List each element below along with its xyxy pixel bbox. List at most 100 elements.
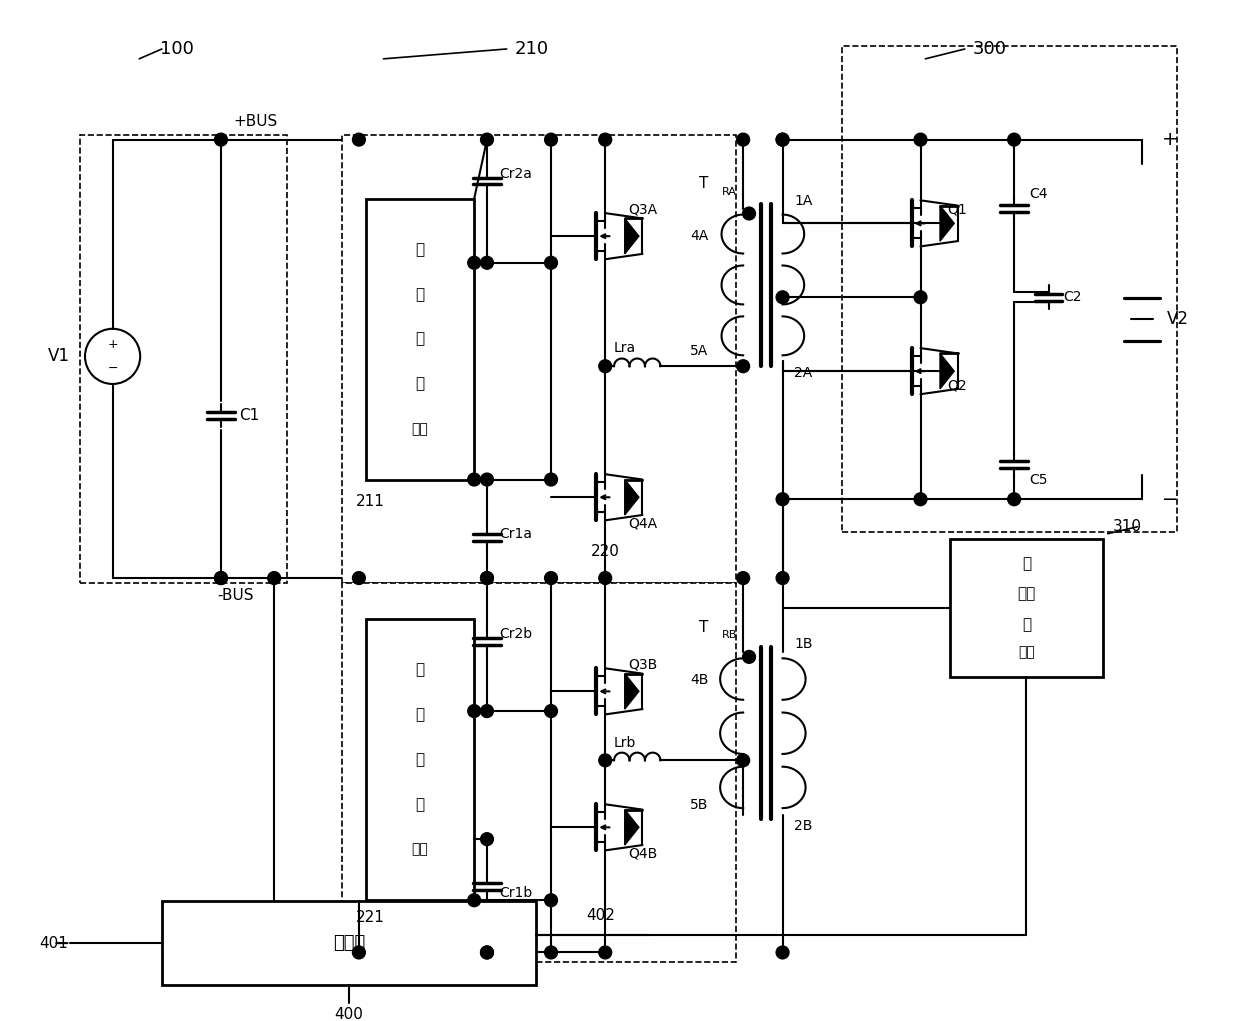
Text: +: + — [1162, 130, 1178, 149]
Circle shape — [599, 572, 611, 584]
Circle shape — [352, 946, 366, 959]
Bar — [342, 135, 737, 583]
Circle shape — [544, 946, 558, 959]
Text: Lrb: Lrb — [614, 735, 636, 749]
Text: 2A: 2A — [795, 367, 812, 380]
Circle shape — [215, 572, 227, 584]
Circle shape — [481, 133, 494, 146]
Text: 1A: 1A — [795, 194, 812, 207]
Text: RB: RB — [722, 630, 737, 640]
Text: Cr1a: Cr1a — [498, 527, 532, 541]
Text: RA: RA — [722, 187, 737, 197]
Bar — [366, 620, 474, 901]
Circle shape — [481, 256, 494, 270]
Text: Cr2b: Cr2b — [498, 627, 532, 641]
Circle shape — [467, 893, 481, 907]
Text: 驱: 驱 — [415, 752, 424, 768]
Circle shape — [599, 946, 611, 959]
Text: V1: V1 — [48, 347, 71, 366]
Text: C2: C2 — [1064, 290, 1081, 304]
Text: 300: 300 — [972, 40, 1007, 58]
Bar — [81, 135, 286, 583]
Circle shape — [215, 572, 227, 584]
Circle shape — [914, 133, 928, 146]
Text: C1: C1 — [239, 408, 259, 423]
Circle shape — [544, 572, 558, 584]
Text: 402: 402 — [585, 908, 615, 923]
Polygon shape — [625, 674, 639, 710]
Text: 211: 211 — [356, 494, 384, 508]
Circle shape — [467, 256, 481, 270]
Circle shape — [268, 572, 280, 584]
Polygon shape — [625, 810, 639, 845]
Text: Lra: Lra — [614, 341, 636, 355]
Circle shape — [914, 493, 928, 505]
Circle shape — [467, 473, 481, 486]
Circle shape — [599, 359, 611, 373]
Text: 第: 第 — [1022, 556, 1030, 571]
Text: −: − — [108, 361, 118, 375]
Text: 电路: 电路 — [1018, 644, 1035, 659]
Circle shape — [1008, 133, 1021, 146]
Text: 401: 401 — [40, 935, 68, 951]
Circle shape — [481, 833, 494, 845]
Circle shape — [599, 753, 611, 767]
Circle shape — [776, 133, 789, 146]
Text: 电路: 电路 — [412, 422, 428, 436]
Circle shape — [481, 704, 494, 718]
Text: 动: 动 — [415, 797, 424, 813]
Polygon shape — [940, 205, 955, 241]
Circle shape — [1008, 493, 1021, 505]
Text: 4B: 4B — [691, 673, 709, 686]
Circle shape — [544, 704, 558, 718]
Circle shape — [481, 946, 494, 959]
Circle shape — [215, 133, 227, 146]
Text: Q1: Q1 — [947, 202, 967, 216]
Circle shape — [776, 572, 789, 584]
Text: 第: 第 — [415, 242, 424, 256]
Text: 二: 二 — [415, 708, 424, 723]
Text: 1B: 1B — [795, 637, 813, 651]
Text: Q4B: Q4B — [629, 847, 657, 861]
Text: C4: C4 — [1029, 187, 1048, 201]
Text: +: + — [108, 338, 118, 351]
Text: 第: 第 — [415, 663, 424, 678]
Circle shape — [737, 572, 749, 584]
Text: 221: 221 — [356, 911, 384, 925]
Text: 100: 100 — [160, 40, 193, 58]
Circle shape — [737, 133, 749, 146]
Text: Cr1b: Cr1b — [498, 886, 532, 901]
Circle shape — [352, 133, 366, 146]
Circle shape — [743, 207, 755, 220]
Text: -BUS: -BUS — [217, 588, 254, 603]
Polygon shape — [625, 480, 639, 515]
Circle shape — [776, 493, 789, 505]
Circle shape — [914, 291, 928, 303]
Text: 驱: 驱 — [415, 332, 424, 347]
Text: 控制器: 控制器 — [332, 934, 365, 953]
Text: 动: 动 — [415, 377, 424, 392]
Text: C5: C5 — [1029, 473, 1048, 487]
Text: 2B: 2B — [795, 819, 812, 833]
Text: Q3A: Q3A — [629, 202, 657, 216]
Bar — [366, 199, 474, 480]
Circle shape — [467, 704, 481, 718]
Text: 三驱: 三驱 — [1017, 586, 1035, 601]
Polygon shape — [940, 353, 955, 389]
Circle shape — [544, 473, 558, 486]
Text: Q3B: Q3B — [629, 658, 657, 672]
Text: 动: 动 — [1022, 617, 1030, 632]
Text: Q2: Q2 — [947, 379, 967, 392]
Text: Q4A: Q4A — [629, 517, 657, 531]
Circle shape — [544, 893, 558, 907]
Circle shape — [352, 572, 366, 584]
Circle shape — [737, 753, 749, 767]
Text: 电路: 电路 — [412, 842, 428, 857]
Circle shape — [544, 256, 558, 270]
Text: T: T — [699, 177, 709, 192]
Bar — [162, 902, 536, 985]
Circle shape — [776, 946, 789, 959]
Circle shape — [599, 133, 611, 146]
Text: +BUS: +BUS — [233, 114, 278, 130]
Bar — [950, 539, 1102, 677]
